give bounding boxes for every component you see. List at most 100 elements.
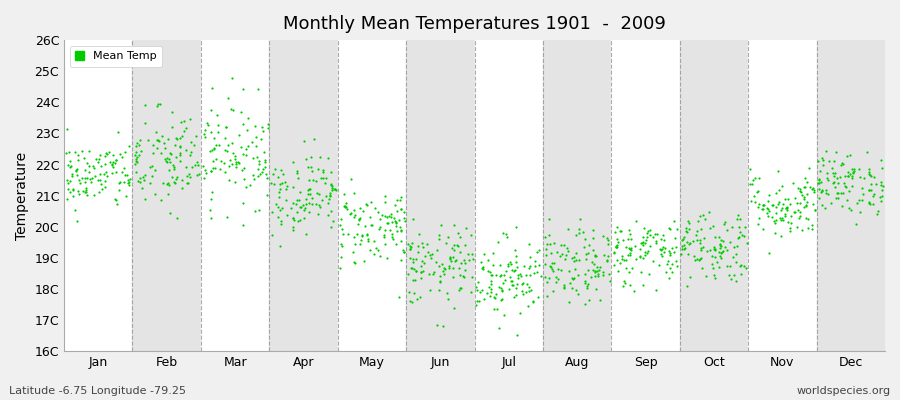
Point: [622, 268, 636, 275]
Point: [192, 171, 206, 178]
Point: [220, 214, 235, 220]
Point: [420, 248, 435, 255]
Point: [739, 264, 753, 271]
Point: [595, 269, 609, 276]
Point: [208, 164, 222, 171]
Point: [422, 287, 436, 294]
Point: [259, 192, 274, 198]
Point: [374, 253, 388, 259]
Point: [325, 187, 339, 194]
Point: [121, 177, 135, 183]
Point: [580, 267, 595, 274]
Point: [163, 210, 177, 216]
Point: [718, 218, 733, 225]
Point: [97, 170, 112, 177]
Point: [578, 271, 592, 277]
Point: [201, 122, 215, 128]
Point: [793, 213, 807, 220]
Point: [791, 206, 806, 213]
Point: [236, 200, 250, 206]
Point: [738, 224, 752, 230]
Point: [210, 112, 224, 118]
Bar: [132, 40, 201, 351]
Point: [304, 164, 319, 170]
Point: [234, 108, 248, 115]
Point: [88, 172, 103, 179]
Point: [228, 179, 242, 185]
Point: [611, 268, 625, 274]
Point: [521, 302, 535, 309]
Point: [432, 262, 446, 269]
Point: [133, 179, 148, 185]
Point: [615, 253, 629, 259]
Point: [369, 245, 383, 251]
Point: [304, 200, 319, 207]
Point: [500, 263, 515, 270]
Point: [402, 289, 417, 295]
Point: [161, 182, 176, 188]
Point: [106, 151, 121, 158]
Point: [821, 190, 835, 197]
Point: [76, 154, 91, 161]
Point: [312, 202, 327, 208]
Point: [69, 172, 84, 178]
Point: [569, 287, 583, 293]
Point: [770, 204, 784, 211]
Point: [257, 163, 272, 170]
Point: [655, 253, 670, 259]
Point: [404, 265, 419, 272]
Point: [790, 199, 805, 206]
Point: [427, 269, 441, 276]
Point: [581, 297, 596, 303]
Point: [656, 232, 670, 238]
Point: [265, 208, 279, 215]
Point: [62, 188, 77, 195]
Point: [521, 288, 535, 294]
Point: [572, 272, 586, 278]
Point: [766, 202, 780, 208]
Point: [59, 176, 74, 183]
Point: [755, 206, 770, 212]
Point: [503, 273, 517, 280]
Point: [358, 222, 373, 229]
Point: [151, 100, 166, 107]
Point: [121, 180, 135, 186]
Point: [618, 257, 633, 263]
Point: [155, 133, 169, 139]
Point: [635, 255, 650, 262]
Point: [58, 150, 73, 156]
Point: [205, 147, 220, 153]
Point: [105, 170, 120, 176]
Point: [761, 208, 776, 214]
Point: [453, 249, 467, 256]
Point: [237, 121, 251, 128]
Point: [607, 262, 621, 268]
Point: [728, 251, 742, 258]
Point: [575, 229, 590, 235]
Point: [128, 161, 142, 168]
Point: [389, 220, 403, 226]
Point: [252, 161, 266, 168]
Point: [176, 185, 190, 191]
Point: [708, 246, 723, 252]
Point: [335, 226, 349, 232]
Point: [569, 257, 583, 263]
Point: [389, 223, 403, 230]
Point: [240, 114, 255, 121]
Point: [544, 250, 558, 256]
Point: [851, 166, 866, 172]
Point: [392, 294, 407, 300]
Point: [271, 174, 285, 181]
Point: [218, 169, 232, 176]
Point: [109, 197, 123, 203]
Point: [219, 124, 233, 130]
Point: [158, 145, 172, 152]
Point: [148, 167, 162, 173]
Point: [637, 249, 652, 256]
Point: [688, 257, 702, 264]
Point: [788, 195, 802, 201]
Point: [716, 237, 730, 244]
Point: [628, 218, 643, 224]
Point: [165, 109, 179, 115]
Point: [296, 202, 310, 208]
